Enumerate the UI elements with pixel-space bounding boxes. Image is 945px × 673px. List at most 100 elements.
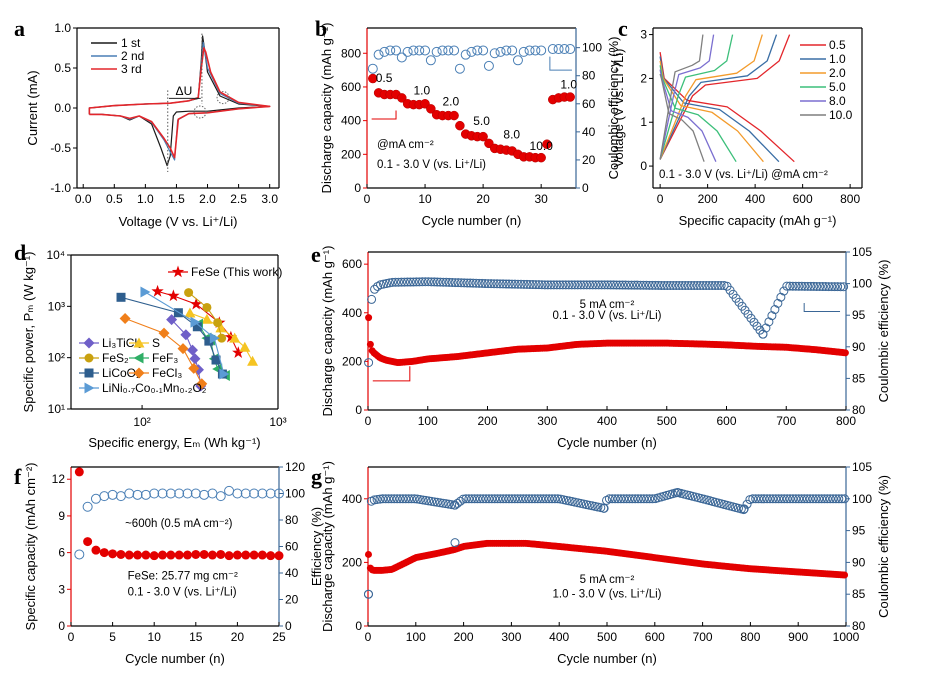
ce-point: [115, 491, 126, 502]
ce-point: [107, 489, 118, 500]
x-axis-title: Voltage (V vs. Li⁺/Li): [119, 214, 238, 229]
ce-point: [372, 494, 382, 504]
left-axis-arrow: [371, 110, 397, 120]
x-tick-label: 200: [477, 414, 497, 428]
ce-point: [424, 496, 434, 506]
y-tick-label: -0.5: [50, 141, 71, 155]
ce-point: [814, 494, 824, 504]
y-tick-label: 2: [640, 71, 647, 85]
capacity-point: [455, 120, 465, 131]
x-tick-label: 400: [745, 192, 765, 206]
ce-point: [689, 280, 699, 290]
ce-point: [478, 494, 488, 504]
ce-point: [794, 281, 804, 291]
y-tick-label: 0: [354, 181, 361, 195]
capacity-point: [149, 551, 159, 561]
ce-point: [392, 494, 402, 504]
ce-point: [450, 538, 460, 548]
y2-tick-label: 80: [582, 69, 596, 83]
ce-point: [519, 279, 529, 289]
x-tick-label: 800: [840, 192, 860, 206]
ce-point: [624, 280, 634, 290]
ce-point: [378, 494, 388, 504]
ce-point: [811, 494, 821, 504]
highlight-circle: [216, 91, 230, 105]
series-line: [144, 291, 225, 375]
ce-point: [833, 282, 843, 292]
capacity-point: [536, 152, 546, 163]
ce-point: [481, 494, 491, 504]
y2-axis-title: Efficiency (%): [309, 507, 324, 586]
ce-point: [819, 494, 829, 504]
ce-point: [90, 493, 101, 504]
y-tick-label: 800: [341, 46, 361, 60]
y-tick-label: 6: [58, 546, 65, 560]
ce-point: [376, 280, 386, 290]
ce-point: [604, 494, 614, 504]
y-axis-title: Specific power, Pₘ (W kg⁻¹): [21, 252, 36, 413]
capacity-point: [232, 550, 242, 560]
panel-label-a: a: [14, 16, 25, 41]
ce-point: [624, 494, 634, 504]
ce-point: [474, 278, 484, 288]
y-axis-title: Voltage (V vs. Li⁺/Li): [611, 49, 626, 168]
annotation-current: @mA cm⁻²: [377, 139, 434, 151]
capacity-point: [841, 349, 849, 357]
y-tick-label: 400: [342, 306, 362, 320]
annotation-voltage: 0.1 - 3.0 V (vs. Li⁺/Li): [553, 310, 662, 322]
y-tick-label: 10⁴: [46, 248, 65, 262]
ce-point: [773, 298, 783, 308]
ce-point: [647, 494, 657, 504]
ce-point: [603, 280, 613, 290]
ce-point: [840, 494, 850, 504]
ce-point: [531, 280, 541, 290]
y-tick-label: 400: [341, 114, 361, 128]
ce-point: [806, 281, 816, 291]
legend-marker: [84, 368, 94, 378]
legend-marker: [83, 337, 95, 349]
ce-point: [758, 329, 768, 339]
panel-label-b: b: [315, 16, 327, 41]
ce-point: [408, 277, 418, 287]
ce-point: [761, 323, 771, 333]
rate-label: 10.0: [530, 139, 554, 153]
annotation-duration: ~600h (0.5 mA cm⁻²): [125, 518, 233, 530]
data-point: [217, 333, 227, 343]
ce-point: [764, 317, 774, 327]
y2-tick-label: 20: [285, 593, 299, 607]
ce-point: [507, 494, 517, 504]
capacity-point: [216, 549, 226, 559]
ce-point: [553, 44, 564, 55]
data-point: [190, 297, 203, 310]
ce-point: [644, 280, 654, 290]
ce-point: [475, 494, 485, 504]
ce-point: [802, 494, 812, 504]
ce-point: [182, 488, 193, 499]
capacity-point: [124, 550, 134, 560]
capacity-point: [182, 550, 192, 560]
ce-point: [808, 494, 818, 504]
annotation-conditions: 0.1 - 3.0 V (vs. Li⁺/Li) @mA cm⁻²: [659, 169, 828, 181]
ce-point: [379, 46, 390, 57]
ce-point: [599, 503, 609, 513]
ce-point: [408, 45, 419, 56]
ce-point: [797, 494, 807, 504]
data-point: [219, 368, 230, 380]
ce-point: [659, 280, 669, 290]
panel-b: b 0 10 20 30 0 200 400 600 800 0 20 40 60 80 100 Cycle n…: [315, 16, 621, 228]
ce-point: [405, 277, 415, 287]
legend-label: LiCoO₂: [102, 366, 141, 380]
ce-point: [464, 494, 474, 504]
ce-point: [389, 494, 399, 504]
y-tick-label: 12: [52, 472, 66, 486]
ce-point: [367, 63, 378, 74]
ce-point: [199, 489, 210, 500]
ce-point: [484, 494, 494, 504]
ce-point: [791, 281, 801, 291]
ce-point: [447, 500, 457, 510]
ce-point: [636, 494, 646, 504]
ce-point: [498, 279, 508, 289]
ce-point: [650, 280, 660, 290]
ce-point: [528, 280, 538, 290]
